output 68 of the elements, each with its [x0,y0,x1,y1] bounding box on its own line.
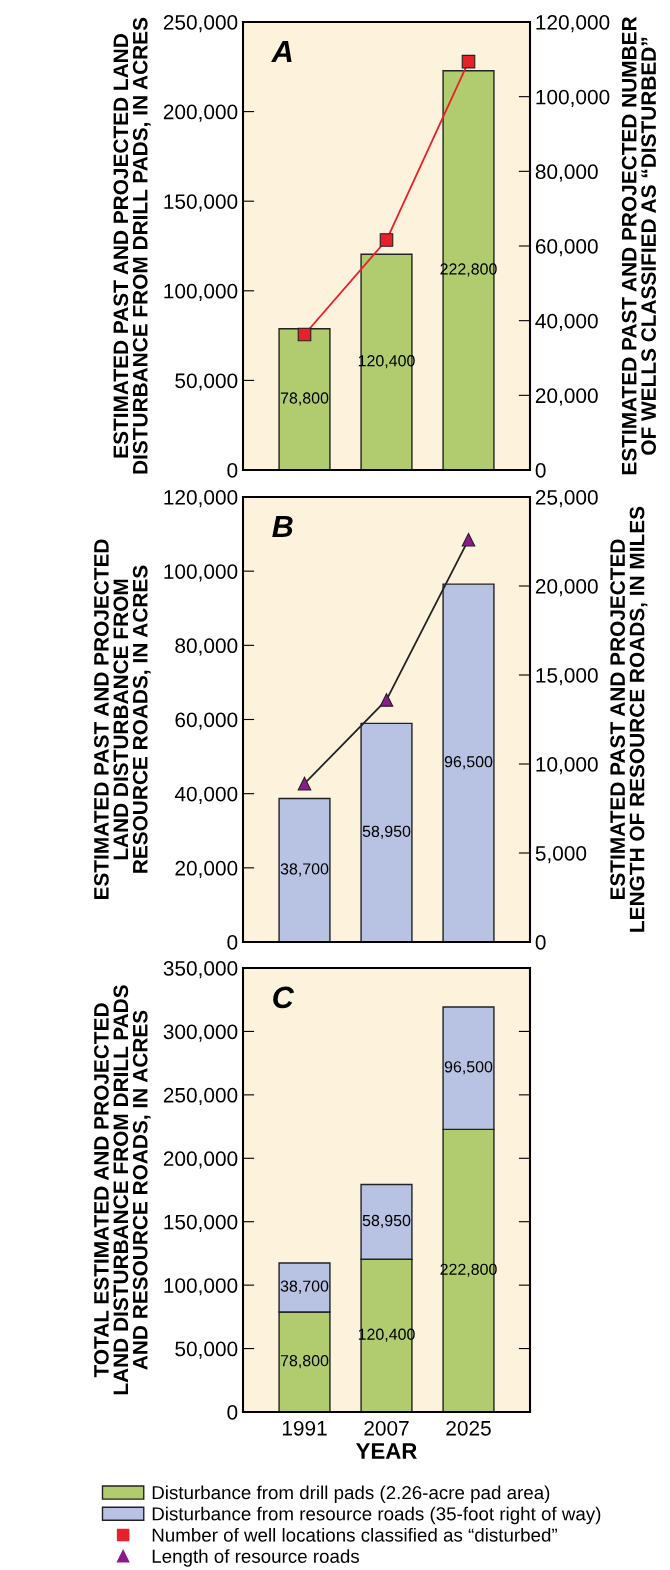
y-tick-label: 0 [227,463,238,478]
y-tick-label: 120,000 [164,490,238,508]
data-label: 38,700 [280,863,329,877]
data-label: 96,500 [444,1061,493,1075]
legend-label: Disturbance from resource roads (35-foot right of way) [152,1506,601,1525]
y-tick-label: 250,000 [163,15,238,33]
y2-tick-label: 60,000 [535,239,598,257]
y2-axis-title: ESTIMATED PAST AND PROJECTED LENGTH OF RESOURCE ROADS, IN MILES [610,506,648,932]
y-tick-label: 300,000 [163,1024,238,1042]
y2-tick-label: 120,000 [536,15,610,33]
y-axis-title: TOTAL ESTIMATED AND PROJECTED LAND DISTURBANCE FROM DRILL PADS AND RESOURCE ROADS, IN ACRES [94,985,151,1395]
x-tick-label: 1991 [282,1420,327,1436]
y-axis-title: ESTIMATED PAST AND PROJECTED LAND DISTURBANCE FROM DRILL PADS, IN ACRES [113,17,151,474]
y-tick-label: 0 [227,935,238,950]
y-tick-label: 0 [227,1405,238,1420]
legend-label: Length of resource roads [152,1549,360,1567]
bar [442,70,495,470]
y-tick-label: 50,000 [175,1341,238,1359]
data-label: 96,500 [444,756,493,770]
legend-label: Disturbance from drill pads (2.26-acre pad area) [152,1485,550,1503]
y2-axis-title: ESTIMATED PAST AND PROJECTED NUMBER OF WELLS CLASSIFIED AS “DISTURBED” [621,16,656,475]
y-axis-title: ESTIMATED PAST AND PROJECTED LAND DISTURBANCE FROM RESOURCE ROADS, IN ACRES [94,539,151,900]
y-tick-label: 200,000 [163,104,238,122]
chart-title: A [271,41,292,63]
data-label: 78,800 [280,1355,329,1369]
chart-title: C [273,986,295,1009]
data-label: 38,700 [280,1280,329,1294]
data-label: 58,950 [362,825,411,839]
point [297,327,312,342]
y2-tick-label: 5,000 [535,846,587,864]
y2-tick-label: 80,000 [535,164,598,182]
y-tick-label: 350,000 [163,961,238,979]
y-tick-label: 100,000 [164,564,238,582]
y-tick-label: 150,000 [164,1214,238,1232]
y2-tick-label: 25,000 [535,490,598,508]
point [461,54,476,69]
y-tick-label: 200,000 [163,1151,238,1169]
legend-label: Number of well locations classified as “disturbed” [152,1527,557,1542]
chart-title: B [272,515,293,537]
y2-tick-label: 100,000 [536,89,610,107]
bar [360,253,413,470]
y2-tick-label: 20,000 [535,388,598,406]
point [379,693,394,707]
y2-tick-label: 10,000 [536,757,598,775]
y2-tick-label: 0 [535,463,546,478]
data-label: 58,950 [362,1214,411,1229]
bar [278,328,331,470]
x-axis-title: YEAR [356,1443,417,1459]
y2-tick-label: 0 [535,935,546,950]
bar [278,797,331,942]
y-tick-label: 40,000 [174,786,238,804]
y-tick-label: 250,000 [163,1087,238,1106]
y-tick-label: 20,000 [175,860,238,879]
y2-tick-label: 40,000 [535,313,598,331]
x-tick-label: 2025 [446,1420,491,1436]
y-tick-label: 50,000 [175,373,238,391]
y-tick-label: 100,000 [164,1278,238,1296]
data-label: 78,800 [280,392,329,406]
point [297,776,312,791]
x-tick-label: 2007 [364,1420,409,1436]
y-tick-label: 150,000 [164,194,238,212]
y-tick-label: 80,000 [175,638,238,656]
point [461,532,476,547]
point [379,233,394,247]
y2-tick-label: 20,000 [535,579,598,597]
y-tick-label: 100,000 [164,283,238,302]
y2-tick-label: 15,000 [536,668,598,686]
y-tick-label: 60,000 [175,712,238,730]
